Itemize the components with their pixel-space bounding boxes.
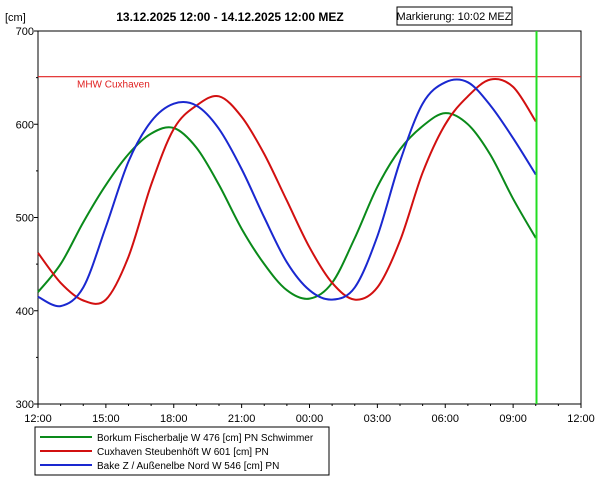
x-tick-label: 09:00 [499, 413, 527, 425]
y-tick-label: 700 [16, 26, 34, 38]
marker-label: Markierung: 10:02 MEZ [397, 11, 512, 23]
y-axis: 700 600 500 400 300 [16, 26, 38, 411]
marker-box: Markierung: 10:02 MEZ [396, 6, 513, 26]
series-layer [37, 78, 537, 308]
marker-box-frame [396, 6, 513, 26]
y-tick-label: 500 [16, 213, 34, 225]
x-tick-label: 21:00 [228, 413, 256, 425]
y-tick-label: 600 [16, 119, 34, 131]
legend-label-1: Borkum Fischerbalje W 476 [cm] PN Schwim… [97, 433, 314, 444]
x-tick-label: 18:00 [160, 413, 188, 425]
legend-items: Borkum Fischerbalje W 476 [cm] PN Schwim… [40, 433, 314, 472]
x-tick-label: 06:00 [431, 413, 459, 425]
legend: Borkum Fischerbalje W 476 [cm] PN Schwim… [34, 426, 330, 476]
x-tick-label: 12:00 [24, 413, 52, 425]
y-tick-label: 400 [16, 306, 34, 318]
series-line-3 [37, 78, 537, 308]
chart-title: 13.12.2025 12:00 - 14.12.2025 12:00 MEZ [116, 10, 344, 24]
legend-label-2: Cuxhaven Steubenhöft W 601 [cm] PN [97, 447, 269, 458]
x-tick-label: 00:00 [296, 413, 324, 425]
legend-label-3: Bake Z / Außenelbe Nord W 546 [cm] PN [97, 461, 279, 472]
series-line-2 [37, 78, 537, 305]
y-axis-label: [cm] [5, 12, 26, 24]
mhw-label: MHW Cuxhaven [77, 80, 150, 91]
x-axis: 12:00 15:00 18:00 21:00 00:00 03:00 06:00 09:00… [24, 404, 595, 425]
x-tick-label: 15:00 [92, 413, 120, 425]
x-tick-label: 12:00 [567, 413, 595, 425]
x-tick-label: 03:00 [364, 413, 392, 425]
reference-line-group: MHW Cuxhaven [38, 76, 581, 91]
plot-area [37, 30, 582, 405]
y-tick-label: 300 [16, 399, 34, 411]
